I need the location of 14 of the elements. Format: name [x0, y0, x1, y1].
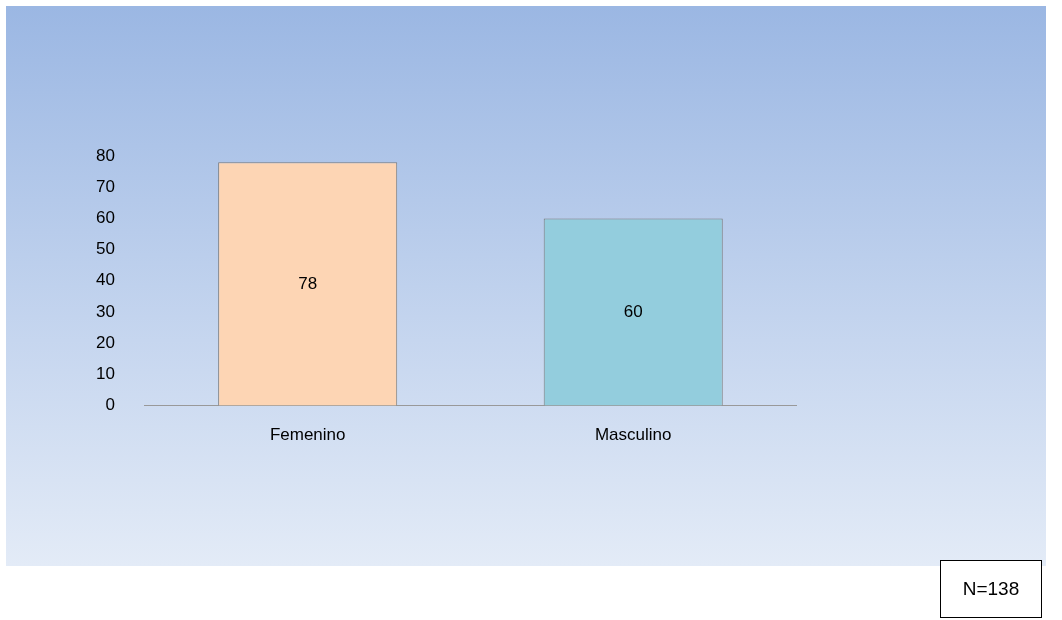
y-tick-label: 10: [95, 364, 115, 384]
y-tick-label: 20: [95, 332, 115, 352]
data-label: 60: [623, 301, 643, 321]
x-tick-label: Masculino: [594, 425, 672, 445]
y-tick-label: 40: [95, 270, 115, 290]
y-tick-label: 70: [95, 176, 115, 196]
y-tick-label: 50: [95, 239, 115, 259]
y-tick-label: 60: [95, 208, 115, 228]
y-tick-label: 0: [105, 395, 115, 415]
text: N=138: [940, 560, 1042, 618]
y-tick-label: 80: [95, 145, 115, 165]
x-tick-label: Femenino: [269, 425, 346, 445]
y-tick-label: 30: [95, 301, 115, 321]
data-label: 78: [298, 273, 318, 293]
